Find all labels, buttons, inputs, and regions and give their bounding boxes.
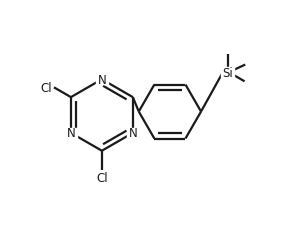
- Text: Cl: Cl: [96, 172, 108, 185]
- Bar: [96, 75, 108, 85]
- Bar: [221, 68, 234, 78]
- Text: N: N: [128, 127, 137, 140]
- Text: N: N: [67, 127, 75, 140]
- Bar: [127, 128, 139, 138]
- Bar: [65, 128, 77, 138]
- Text: N: N: [97, 73, 106, 86]
- Text: Cl: Cl: [41, 82, 52, 94]
- Text: Si: Si: [222, 67, 233, 79]
